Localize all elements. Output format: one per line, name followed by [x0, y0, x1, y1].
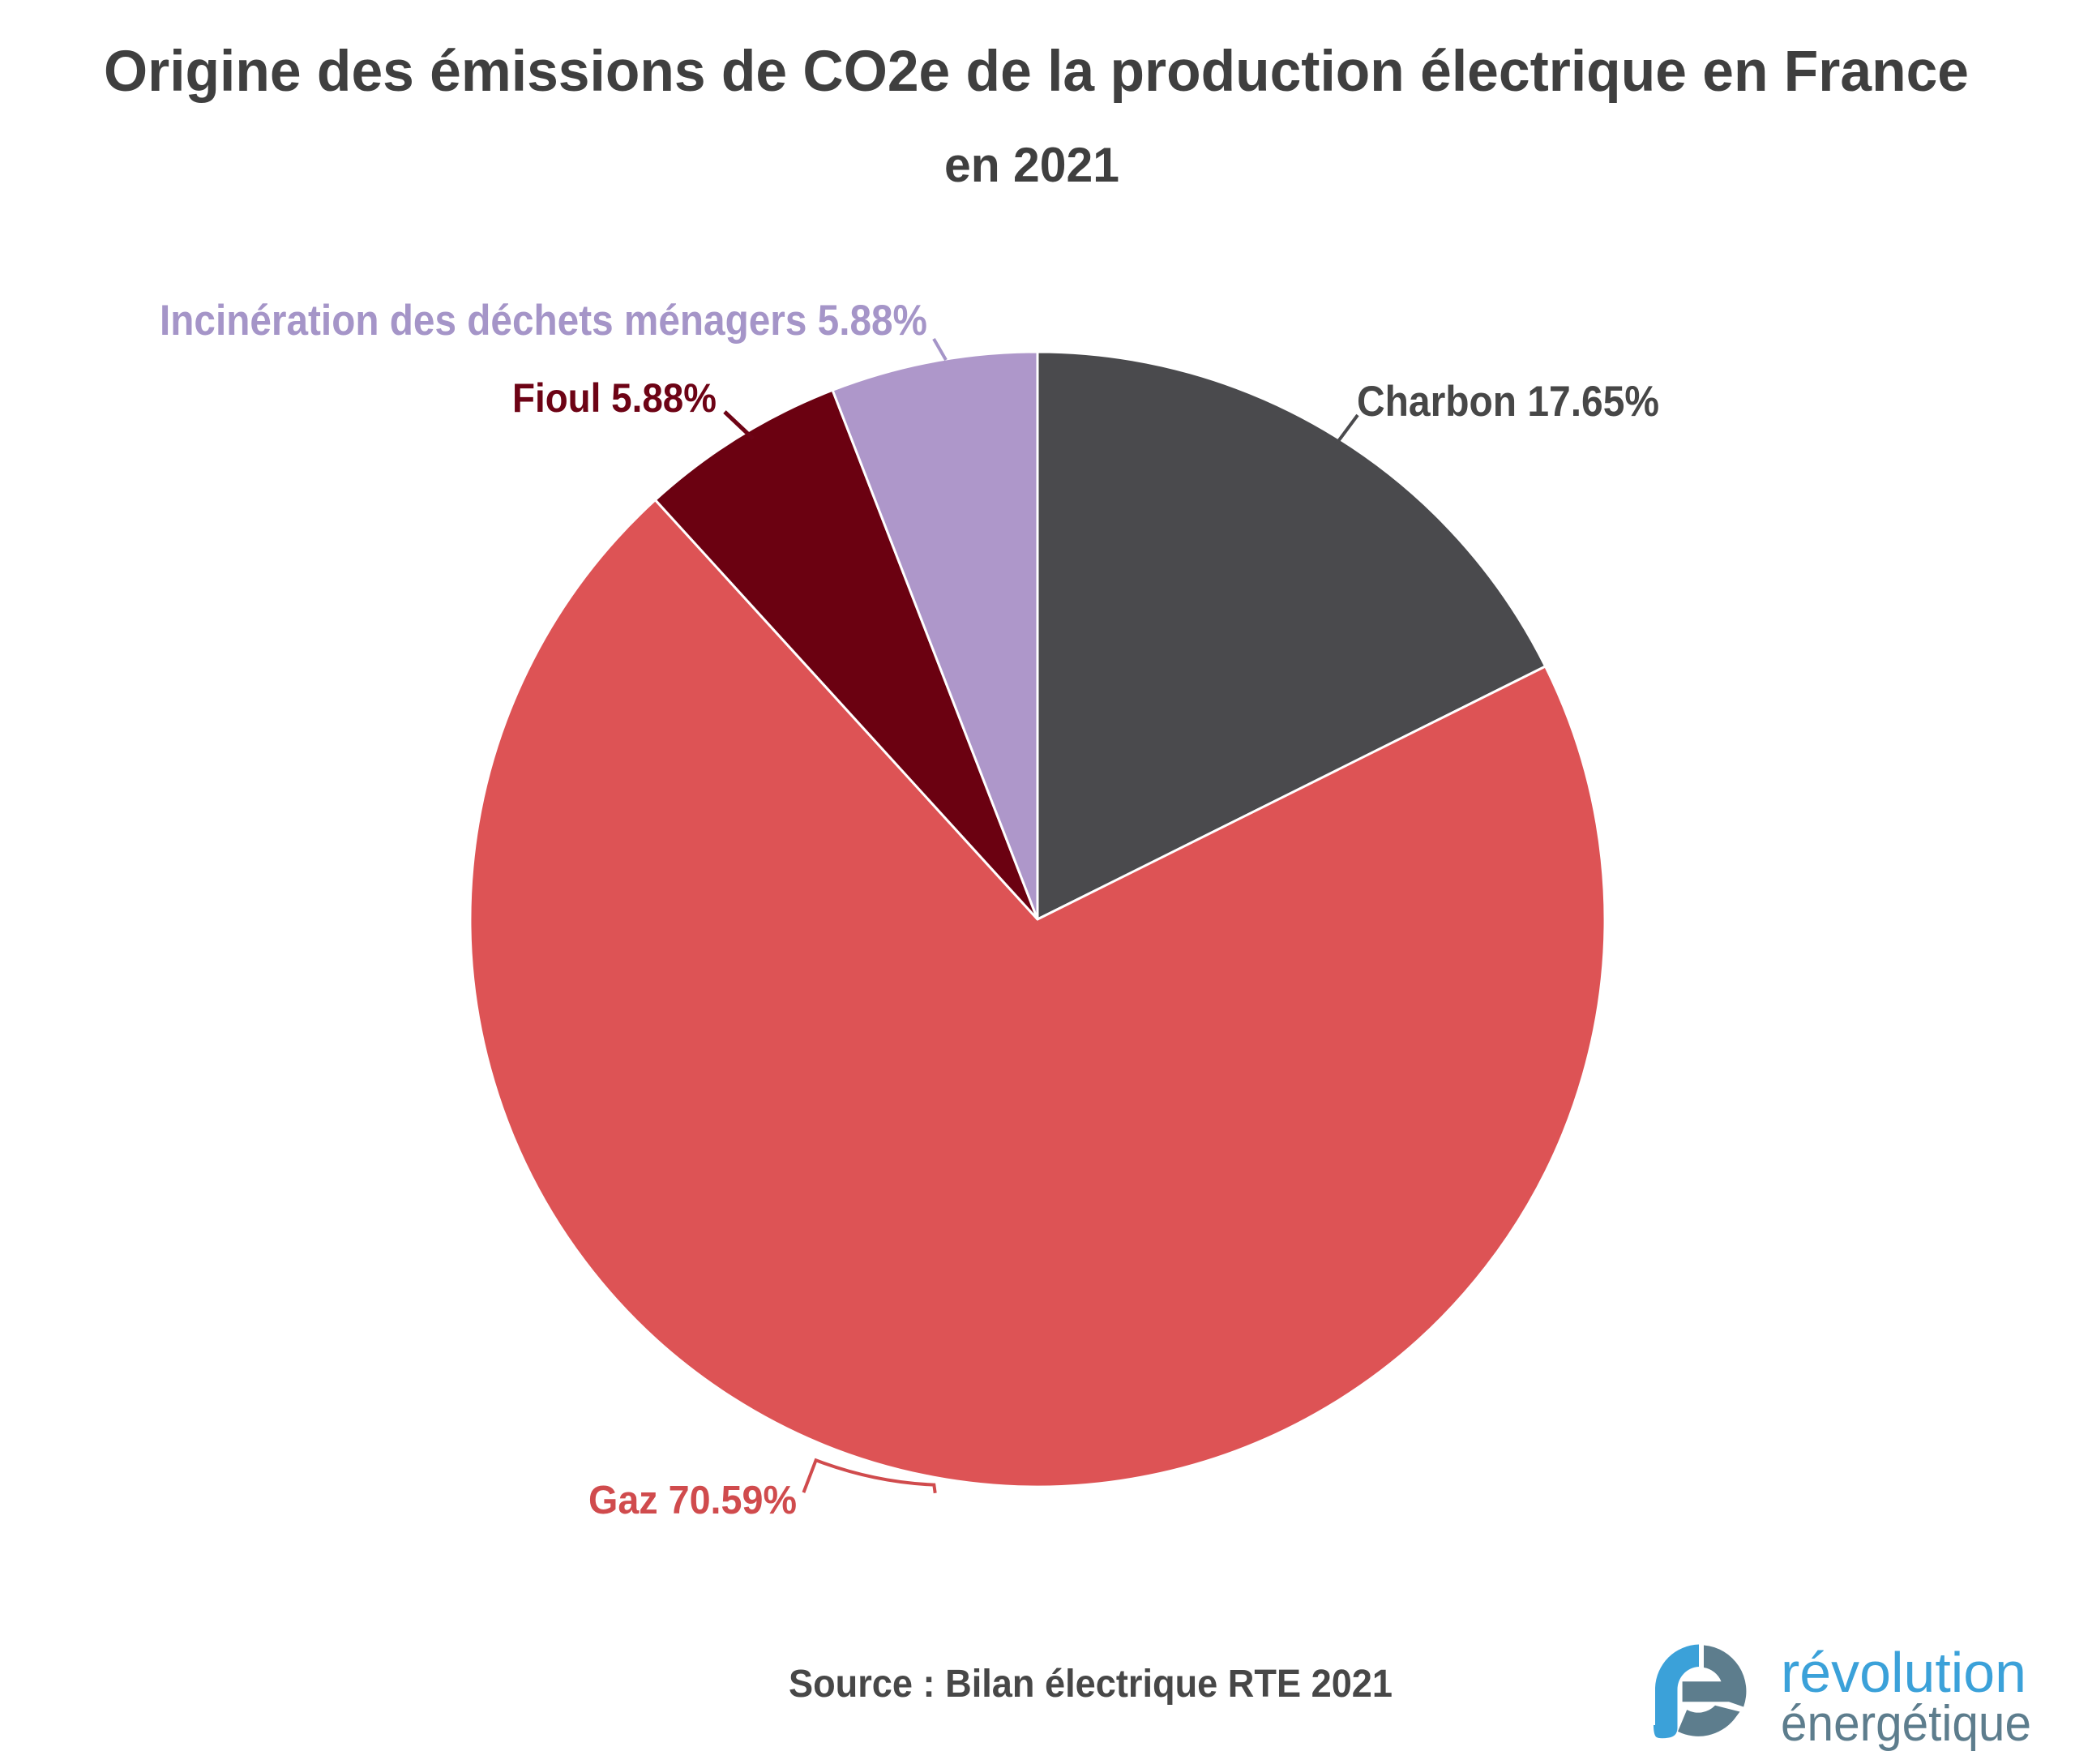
svg-text:énergétique: énergétique: [1781, 1696, 2031, 1752]
svg-text:Charbon 17.65%: Charbon 17.65%: [1357, 378, 1659, 426]
svg-text:Source : Bilan électrique RTE: Source : Bilan électrique RTE 2021: [789, 1663, 1393, 1706]
svg-text:Origine des émissions de CO2e: Origine des émissions de CO2e de la prod…: [104, 40, 1969, 104]
svg-text:Incinération des déchets ménag: Incinération des déchets ménagers 5.88%: [160, 297, 927, 345]
svg-text:en 2021: en 2021: [944, 138, 1119, 192]
svg-text:Gaz 70.59%: Gaz 70.59%: [588, 1479, 797, 1522]
svg-text:Fioul 5.88%: Fioul 5.88%: [512, 375, 717, 421]
svg-text:révolution: révolution: [1781, 1641, 2026, 1704]
